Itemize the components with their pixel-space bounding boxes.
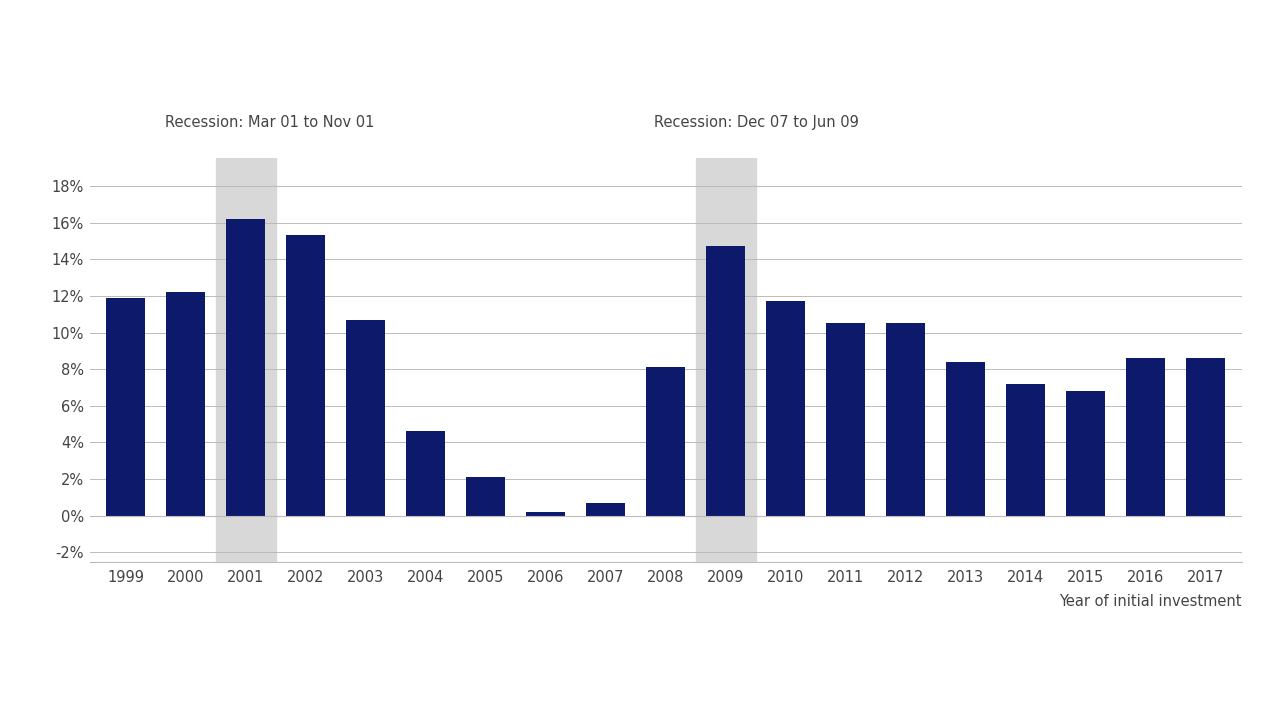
Bar — [646, 367, 685, 516]
Text: Year of initial investment: Year of initial investment — [1059, 594, 1242, 609]
Bar — [946, 362, 986, 516]
Bar — [586, 503, 625, 516]
Bar — [1187, 358, 1225, 516]
Bar — [1006, 384, 1044, 516]
Bar — [166, 292, 205, 516]
Bar — [215, 158, 275, 562]
Bar — [767, 302, 805, 516]
Bar — [1066, 391, 1105, 516]
Bar — [886, 323, 925, 516]
Bar — [346, 320, 385, 516]
Bar — [526, 512, 564, 516]
Bar — [466, 477, 506, 516]
Bar — [695, 158, 755, 562]
Bar — [707, 246, 745, 516]
Bar — [287, 235, 325, 516]
Bar — [1126, 358, 1165, 516]
Text: Recession: Mar 01 to Nov 01: Recession: Mar 01 to Nov 01 — [165, 114, 374, 130]
Bar — [406, 431, 445, 516]
Bar — [106, 297, 145, 516]
Text: Recession: Dec 07 to Jun 09: Recession: Dec 07 to Jun 09 — [654, 114, 859, 130]
Bar — [227, 219, 265, 516]
Bar — [826, 323, 865, 516]
